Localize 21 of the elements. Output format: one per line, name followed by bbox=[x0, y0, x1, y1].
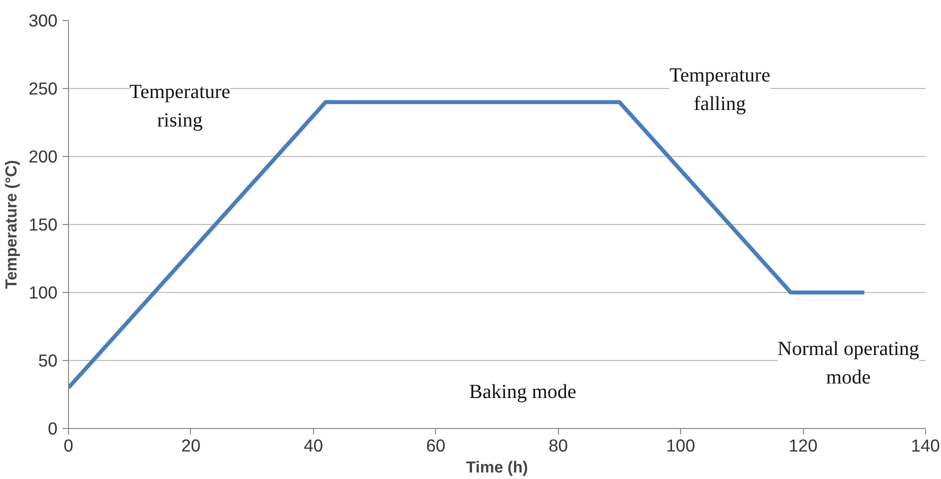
x-axis-title: Time (h) bbox=[466, 460, 528, 476]
x-tick-label: 140 bbox=[911, 436, 940, 456]
annotation: Temperature falling bbox=[669, 64, 770, 116]
y-tick-label: 150 bbox=[28, 214, 58, 234]
x-tick-label: 60 bbox=[426, 436, 446, 456]
y-tick-label: 50 bbox=[38, 350, 58, 370]
annotation: Baking mode bbox=[469, 380, 576, 403]
annotation: Temperature rising bbox=[130, 80, 230, 132]
y-axis-title: Temperature (°C) bbox=[4, 160, 21, 289]
y-tick-label: 250 bbox=[28, 78, 58, 98]
x-tick-label: 0 bbox=[64, 436, 74, 456]
annotation: Normal operating mode bbox=[778, 338, 920, 389]
y-tick-label: 200 bbox=[28, 146, 58, 166]
x-tick-label: 100 bbox=[666, 436, 696, 456]
y-tick-label: 300 bbox=[28, 10, 58, 30]
x-tick-label: 80 bbox=[548, 436, 568, 456]
y-tick-label: 0 bbox=[48, 418, 58, 438]
y-tick-label: 100 bbox=[28, 282, 58, 302]
x-tick-label: 20 bbox=[181, 436, 201, 456]
x-tick-label: 40 bbox=[304, 436, 323, 456]
x-tick-label: 120 bbox=[788, 436, 818, 456]
